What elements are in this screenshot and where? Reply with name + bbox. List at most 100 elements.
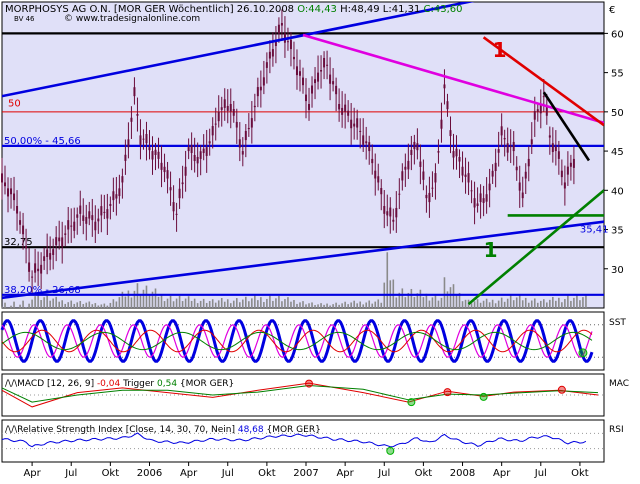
volume-bar — [287, 297, 289, 308]
horizontal-line-label: 32,75 — [4, 237, 33, 248]
volume-bar — [79, 301, 81, 308]
annotation-label: 50 — [8, 98, 21, 109]
volume-bar — [146, 286, 148, 308]
candle-body — [528, 159, 530, 166]
candle-body — [109, 204, 111, 206]
candle-body — [383, 206, 385, 214]
candle-body — [326, 65, 328, 66]
volume-bar — [474, 301, 476, 308]
candle-body — [49, 253, 51, 260]
volume-bar — [88, 301, 90, 308]
candle-body — [465, 175, 467, 177]
volume-bar — [19, 305, 21, 308]
volume-bar — [432, 297, 434, 308]
candle-body — [260, 87, 262, 91]
candle-body — [281, 23, 283, 26]
volume-bar — [188, 296, 190, 308]
candle-body — [73, 222, 75, 231]
price-tick-label: 40 — [611, 186, 624, 197]
volume-bar — [173, 301, 175, 308]
volume-bar — [185, 299, 187, 308]
volume-bar — [329, 306, 331, 309]
volume-bar — [558, 298, 560, 308]
candle-body — [377, 176, 379, 182]
volume-bar — [344, 302, 346, 308]
candle-body — [446, 101, 448, 109]
candle-body — [25, 246, 27, 248]
candle-body — [299, 71, 301, 76]
candle-body — [1, 173, 3, 182]
volume-bar — [377, 299, 379, 308]
volume-bar — [1, 307, 3, 308]
candle-body — [407, 161, 409, 170]
candle-body — [483, 198, 485, 203]
volume-bar — [335, 303, 337, 308]
volume-bar — [359, 302, 361, 308]
candle-body — [350, 120, 352, 129]
candle-body — [386, 211, 388, 215]
volume-bar — [456, 295, 458, 308]
candle-body — [272, 49, 274, 56]
candle-body — [152, 151, 154, 159]
candle-body — [239, 139, 241, 147]
time-tick-label: 2006 — [137, 468, 162, 479]
candle-body — [344, 105, 346, 112]
volume-bar — [70, 301, 72, 308]
volume-bar — [480, 303, 482, 308]
candle-body — [197, 157, 199, 163]
volume-bar — [182, 301, 184, 308]
volume-bar — [519, 295, 521, 308]
candle-body — [242, 151, 244, 154]
volume-bar — [248, 301, 250, 308]
candle-body — [410, 150, 412, 155]
volume-bar — [128, 291, 130, 308]
candle-body — [498, 149, 500, 153]
candle-body — [543, 96, 545, 97]
volume-bar — [281, 301, 283, 308]
candle-body — [552, 143, 554, 152]
volume-bar — [492, 300, 494, 308]
candle-body — [323, 58, 325, 67]
time-tick-label: Apr — [336, 468, 354, 479]
annotation-label: 1 — [493, 38, 507, 62]
volume-bar — [73, 304, 75, 308]
volume-bar — [82, 304, 84, 308]
volume-bar — [55, 297, 57, 308]
time-tick-label: 2008 — [450, 468, 475, 479]
candle-body — [456, 149, 458, 157]
candle-body — [311, 86, 313, 94]
candle-body — [320, 70, 322, 72]
volume-bar — [450, 287, 452, 308]
volume-bar — [444, 277, 446, 308]
candle-body — [212, 126, 214, 135]
volume-bar — [257, 300, 259, 308]
volume-bar — [263, 302, 265, 308]
candle-body — [167, 170, 169, 178]
time-tick-label: Apr — [493, 468, 511, 479]
volume-bar — [155, 288, 157, 308]
horizontal-line-label: 50,00% - 45,66 — [4, 136, 81, 147]
candle-body — [353, 124, 355, 127]
sst-marker — [579, 349, 587, 357]
candle-body — [371, 159, 373, 163]
candle-body — [221, 107, 223, 110]
volume-bar — [356, 303, 358, 308]
candle-body — [266, 62, 268, 68]
candle-body — [416, 143, 418, 150]
price-tick-label: 35 — [611, 226, 624, 237]
volume-bar — [85, 303, 87, 308]
volume-bar — [543, 299, 545, 308]
volume-bar — [149, 295, 151, 308]
volume-bar — [164, 301, 166, 308]
volume-bar — [299, 302, 301, 308]
ohlc-value: O:44,43 — [294, 4, 337, 15]
volume-bar — [28, 304, 30, 308]
volume-bar — [4, 303, 6, 308]
volume-bar — [552, 297, 554, 308]
volume-bar — [101, 304, 103, 308]
volume-bar — [43, 297, 45, 308]
candle-body — [474, 198, 476, 207]
volume-bar — [516, 297, 518, 308]
volume-bar — [245, 297, 247, 308]
